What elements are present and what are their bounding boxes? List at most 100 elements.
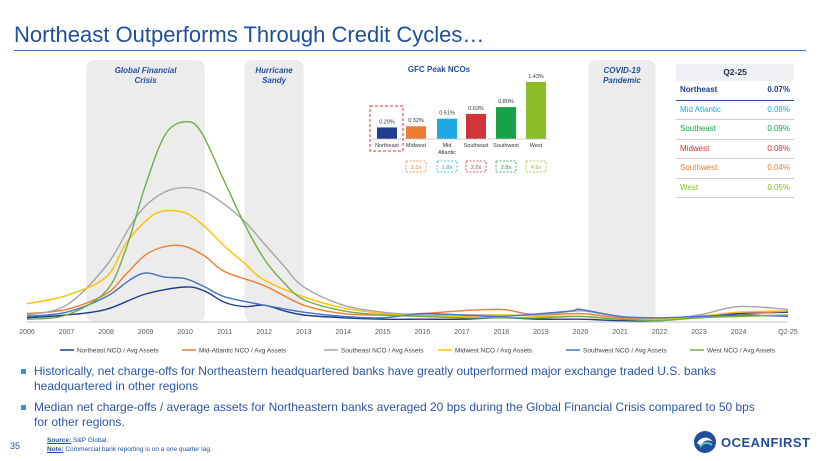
x-tick-label: 2024 [731, 329, 747, 336]
x-tick-label: 2014 [335, 329, 351, 336]
x-tick-label: 2009 [138, 329, 154, 336]
note-label: Note: [47, 446, 64, 453]
bar-category-label: Southwest [493, 143, 519, 149]
source-label: Source: [47, 437, 72, 444]
q2-region: Southeast [680, 124, 717, 133]
x-tick-label: 2010 [177, 329, 193, 336]
bar-chart-title: GFC Peak NCOs [408, 65, 471, 74]
q2-table-row: Northeast 0.07% [676, 81, 794, 101]
q2-value: 0.05% [767, 182, 790, 192]
page-number: 35 [10, 441, 21, 451]
multiplier-box [405, 160, 427, 173]
bar-category-label: Atlantic [438, 150, 456, 156]
q2-table-row: Southwest 0.04% [676, 159, 794, 179]
shaded-period-label: Crisis [134, 76, 157, 85]
q2-region: Midwest [680, 143, 710, 153]
q2-table-row: Southeast 0.09% [676, 120, 794, 140]
shaded-period-1 [244, 60, 304, 322]
footnote: Source: S&P Global. Note: Commercial ban… [47, 436, 212, 454]
x-tick-label: 2008 [98, 329, 114, 336]
gfc-bar-southwest [496, 107, 516, 139]
x-tick-label: 2007 [59, 329, 75, 336]
bullet-marker [21, 369, 26, 374]
gfc-bar-midwest [406, 126, 426, 139]
x-tick-label: 2022 [652, 329, 668, 336]
multiplier-label: 1.8x [442, 165, 453, 171]
q2-value: 0.08% [767, 104, 790, 114]
series-line-4 [26, 272, 789, 319]
series-line-5 [26, 120, 789, 322]
x-tick-label: 2021 [612, 329, 628, 336]
bullet-marker [21, 405, 26, 410]
multiplier-box [525, 160, 547, 173]
q2-table-row: West 0.05% [676, 179, 794, 198]
multiplier-label: 2.8x [501, 165, 512, 171]
q2-value: 0.07% [767, 85, 790, 94]
shaded-period-label: Global Financial [115, 66, 178, 75]
shaded-period-label: COVID-19 [604, 66, 641, 75]
q2-region: Mid Atlantic [680, 104, 721, 114]
multiplier-box [465, 160, 487, 173]
x-tick-label: 2015 [375, 329, 391, 336]
source-text: S&P Global. [71, 437, 109, 444]
q2-table-row: Mid Atlantic 0.08% [676, 101, 794, 120]
q2-value: 0.04% [767, 163, 790, 172]
legend-label: West NCO / Avg Assets [707, 348, 776, 355]
logo-text: OCEANFIRST [721, 434, 811, 450]
gfc-bar-northeast [377, 127, 397, 139]
legend-label: Mid-Atlantic NCO / Avg Assets [199, 348, 287, 355]
x-tick-label: 2020 [573, 329, 589, 336]
q2-table-row: Midwest 0.08% [676, 140, 794, 159]
x-tick-label: 2018 [494, 329, 510, 336]
bullet-1-text: Historically, net charge-offs for Northe… [34, 364, 716, 393]
x-tick-label: 2023 [691, 329, 707, 336]
legend-label: Northeast NCO / Avg Assets [77, 348, 159, 355]
bar-category-label: West [530, 143, 543, 149]
multiplier-label: 4.9x [531, 165, 542, 171]
bullet-2: Median net charge-offs / average assets … [21, 400, 764, 430]
oceanfirst-wave-icon [694, 431, 716, 453]
x-tick-label: 2013 [296, 329, 312, 336]
shaded-period-label: Pandemic [603, 76, 641, 85]
multiplier-label: 2.2x [471, 165, 482, 171]
x-tick-label: 2017 [454, 329, 470, 336]
bar-value-label: 0.51% [439, 111, 455, 117]
shaded-period-2 [588, 60, 656, 322]
page-title: Northeast Outperforms Through Credit Cyc… [14, 22, 485, 47]
q2-value: 0.08% [767, 143, 790, 153]
bar-value-label: 0.32% [408, 118, 424, 124]
x-tick-label: 2016 [415, 329, 431, 336]
q2-region: West [680, 182, 699, 192]
northeast-highlight-box [369, 105, 404, 152]
shaded-period-0 [86, 60, 205, 322]
gfc-bar-southeast [466, 113, 486, 139]
bullet-2-text: Median net charge-offs / average assets … [34, 400, 755, 429]
x-tick-label: 2006 [19, 329, 35, 336]
x-tick-label: 2011 [217, 329, 232, 336]
q2-region: Northeast [680, 85, 718, 94]
x-tick-label: 2012 [256, 329, 272, 336]
series-line-0 [26, 286, 789, 322]
gfc-bar-west [526, 82, 546, 139]
legend-label: Southeast NCO / Avg Assets [341, 348, 424, 355]
multiplier-box [436, 160, 458, 173]
x-tick-label: Q2-25 [778, 329, 798, 336]
bullet-1: Historically, net charge-offs for Northe… [21, 364, 764, 394]
legend-label: Southwest NCO / Avg Assets [583, 348, 667, 355]
series-line-1 [26, 244, 789, 320]
bar-category-label: Midwest [406, 143, 427, 149]
oceanfirst-logo: OCEANFIRST [693, 430, 811, 454]
note-text: Commercial bank reporting is on a one qu… [63, 446, 212, 453]
bar-category-label: Mid [443, 143, 452, 149]
x-tick-label: 2019 [533, 329, 549, 336]
q2-table: Q2-25 Northeast 0.07% Mid Atlantic 0.08% Sou… [676, 64, 794, 198]
bar-value-label: 0.63% [468, 106, 484, 112]
bar-category-label: Northeast [375, 143, 399, 149]
multiplier-box [495, 160, 517, 173]
bar-value-label: 1.43% [528, 74, 544, 80]
gfc-bar-mid-atlantic [437, 118, 457, 139]
title-rule [14, 50, 806, 51]
q2-value: 0.09% [767, 124, 790, 133]
q2-region: Southwest [680, 163, 718, 172]
